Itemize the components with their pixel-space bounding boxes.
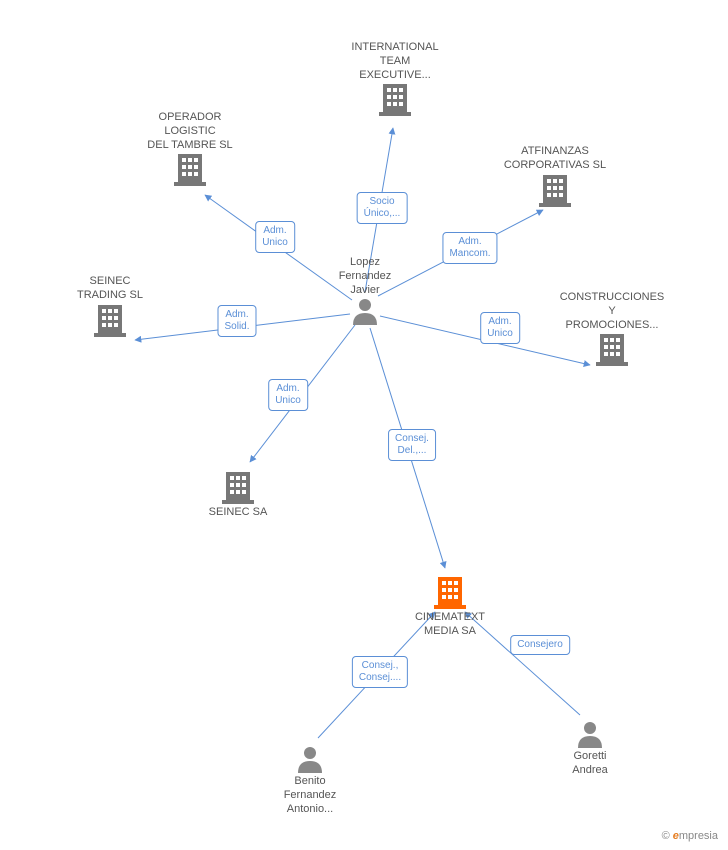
building-icon	[94, 303, 126, 337]
node-operador[interactable]: OPERADOR LOGISTIC DEL TAMBRE SL	[110, 111, 270, 188]
building-icon	[222, 470, 254, 504]
node-label: CINEMATEXT MEDIA SA	[415, 611, 485, 637]
node-label: SEINEC SA	[209, 506, 268, 518]
edge-label-lopez-operador: Adm. Unico	[255, 221, 295, 253]
node-label: ATFINANZAS CORPORATIVAS SL	[504, 145, 606, 171]
person-icon	[297, 745, 323, 773]
node-lopez[interactable]: Lopez Fernandez Javier	[285, 256, 445, 327]
building-icon	[596, 332, 628, 366]
node-intl[interactable]: INTERNATIONAL TEAM EXECUTIVE...	[315, 41, 475, 118]
node-label: SEINEC TRADING SL	[77, 275, 143, 301]
edge-lopez-cinema	[370, 328, 445, 568]
building-icon	[174, 152, 206, 186]
node-goretti[interactable]: Goretti Andrea	[510, 720, 670, 778]
edge-label-lopez-atfin: Adm. Mancom.	[442, 232, 497, 264]
diagram-canvas: Adm. Unico Socio Único,... Adm. Mancom. Adm…	[0, 0, 728, 850]
node-label: OPERADOR LOGISTIC DEL TAMBRE SL	[147, 111, 232, 151]
node-constr[interactable]: CONSTRUCCIONES Y PROMOCIONES...	[532, 291, 692, 368]
node-benito[interactable]: Benito Fernandez Antonio...	[230, 745, 390, 816]
node-label: Goretti Andrea	[572, 750, 607, 776]
edge-label-lopez-seinec_sa: Adm. Unico	[268, 379, 308, 411]
watermark-text: mpresia	[679, 830, 718, 842]
node-cinema[interactable]: CINEMATEXT MEDIA SA	[370, 575, 530, 639]
building-icon	[539, 173, 571, 207]
building-icon	[434, 575, 466, 609]
watermark: © empresia	[662, 830, 718, 842]
node-label: CONSTRUCCIONES Y PROMOCIONES...	[560, 291, 665, 331]
node-atfin[interactable]: ATFINANZAS CORPORATIVAS SL	[475, 145, 635, 209]
person-icon	[352, 297, 378, 325]
edge-label-lopez-constr: Adm. Unico	[480, 312, 520, 344]
building-icon	[379, 82, 411, 116]
node-label: Lopez Fernandez Javier	[339, 256, 392, 296]
copyright-symbol: ©	[662, 830, 670, 842]
node-seinec_t[interactable]: SEINEC TRADING SL	[30, 275, 190, 339]
node-seinec_sa[interactable]: SEINEC SA	[158, 470, 318, 520]
edge-label-lopez-seinec_t: Adm. Solid.	[217, 305, 256, 337]
edge-label-benito-cinema: Consej., Consej....	[352, 656, 408, 688]
edge-label-lopez-intl: Socio Único,...	[357, 192, 408, 224]
person-icon	[577, 720, 603, 748]
node-label: INTERNATIONAL TEAM EXECUTIVE...	[351, 41, 438, 81]
edge-lopez-seinec_sa	[250, 325, 355, 462]
edge-label-lopez-cinema: Consej. Del.,...	[388, 429, 436, 461]
node-label: Benito Fernandez Antonio...	[284, 775, 337, 815]
